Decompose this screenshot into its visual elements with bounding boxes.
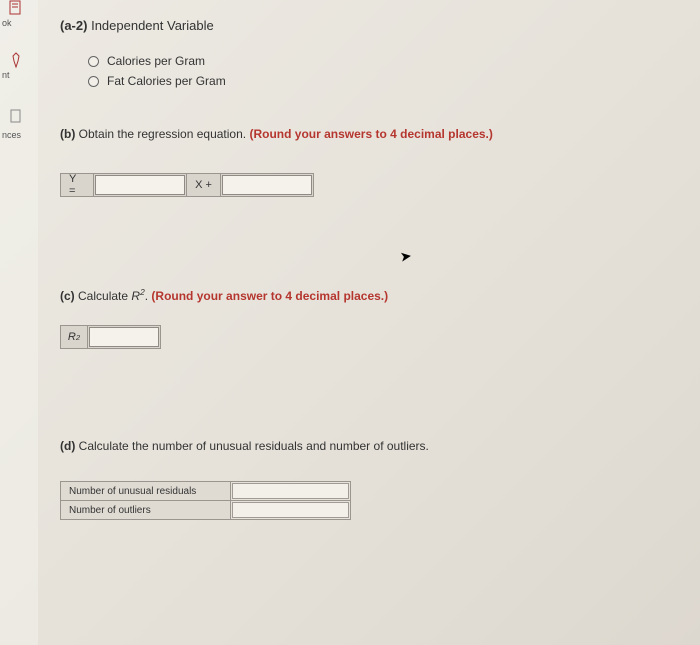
heading-c: (c) Calculate R2. (Round your answer to …	[60, 287, 680, 303]
heading-d-prefix: (d)	[60, 439, 75, 453]
outliers-input[interactable]	[232, 502, 349, 518]
r2-row: R2	[60, 325, 680, 349]
x-plus-label: X +	[187, 173, 221, 197]
sidebar-label-nces: nces	[2, 130, 21, 140]
heading-a2-prefix: (a-2)	[60, 18, 87, 33]
table-row: Number of unusual residuals	[61, 482, 351, 501]
option-label: Fat Calories per Gram	[107, 71, 226, 91]
r2-label: R2	[60, 325, 88, 349]
pin-icon[interactable]	[8, 52, 24, 68]
heading-b-text: Obtain the regression equation.	[79, 127, 246, 141]
r2-input-cell	[88, 325, 161, 349]
r2-input[interactable]	[89, 327, 159, 347]
table-row: Number of outliers	[61, 501, 351, 520]
heading-b-prefix: (b)	[60, 127, 75, 141]
slope-input[interactable]	[222, 175, 312, 195]
heading-a2: (a-2) Independent Variable	[60, 18, 680, 33]
content-area: (a-2) Independent Variable Calories per …	[60, 18, 680, 520]
section-b: (b) Obtain the regression equation. (Rou…	[60, 127, 680, 197]
heading-d: (d) Calculate the number of unusual resi…	[60, 439, 680, 453]
row-label: Number of unusual residuals	[61, 482, 231, 501]
heading-a2-text: Independent Variable	[91, 18, 214, 33]
heading-c-prefix: (c)	[60, 289, 75, 303]
heading-c-text-pre: Calculate	[78, 289, 131, 303]
unusual-residuals-input[interactable]	[232, 483, 349, 499]
slope-cell	[221, 173, 314, 197]
radio-icon[interactable]	[88, 76, 99, 87]
section-d: (d) Calculate the number of unusual resi…	[60, 439, 680, 520]
y-intercept-cell	[94, 173, 187, 197]
y-equals-label: Y =	[60, 173, 94, 197]
book-icon[interactable]	[8, 0, 24, 16]
heading-b: (b) Obtain the regression equation. (Rou…	[60, 127, 680, 141]
heading-c-red: (Round your answer to 4 decimal places.)	[151, 289, 388, 303]
doc-icon[interactable]	[8, 108, 24, 124]
row-input-cell	[231, 482, 351, 501]
residuals-table: Number of unusual residuals Number of ou…	[60, 481, 351, 520]
heading-b-red: (Round your answers to 4 decimal places.…	[249, 127, 492, 141]
sidebar-label-nt: nt	[2, 70, 10, 80]
radio-icon[interactable]	[88, 56, 99, 67]
regression-equation-row: Y = X +	[60, 173, 680, 197]
heading-d-text: Calculate the number of unusual residual…	[79, 439, 429, 453]
left-sidebar: ok nt nces	[0, 0, 38, 645]
option-row[interactable]: Calories per Gram	[88, 51, 680, 71]
section-c: (c) Calculate R2. (Round your answer to …	[60, 287, 680, 349]
y-intercept-input[interactable]	[95, 175, 185, 195]
row-input-cell	[231, 501, 351, 520]
sidebar-label-ok: ok	[2, 18, 12, 28]
page-root: ok nt nces (a-2) Independent Variable Ca…	[0, 0, 700, 645]
row-label: Number of outliers	[61, 501, 231, 520]
a2-options: Calories per Gram Fat Calories per Gram	[88, 51, 680, 91]
option-label: Calories per Gram	[107, 51, 205, 71]
option-row[interactable]: Fat Calories per Gram	[88, 71, 680, 91]
heading-c-r2: R2	[131, 289, 144, 303]
